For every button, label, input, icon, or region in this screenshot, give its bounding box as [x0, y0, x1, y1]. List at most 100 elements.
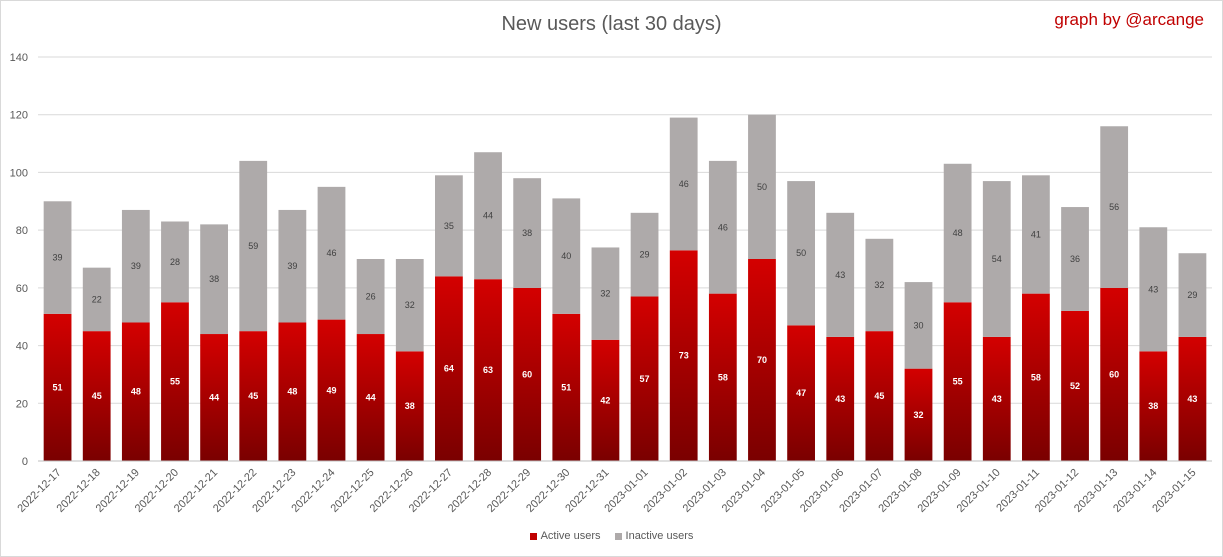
bar-active: [474, 279, 502, 461]
bar-inactive: [708, 160, 737, 294]
data-label-active: 43: [1187, 394, 1197, 404]
bar-inactive: [591, 247, 620, 340]
data-label-active: 58: [718, 372, 728, 382]
data-label-active: 45: [92, 391, 102, 401]
legend-item-inactive: Inactive users: [614, 530, 694, 542]
bar-inactive: [865, 238, 894, 332]
bar-inactive: [669, 117, 698, 251]
data-label-inactive: 28: [170, 257, 180, 267]
legend-swatch-inactive: [614, 532, 622, 540]
bar-active: [121, 322, 150, 461]
data-label-active: 45: [874, 391, 884, 401]
bar-inactive: [1139, 227, 1168, 352]
data-label-inactive: 56: [1109, 202, 1119, 212]
bar-inactive: [982, 181, 1011, 337]
bar-inactive: [200, 224, 228, 335]
bar-inactive: [121, 209, 150, 323]
bar-active: [708, 293, 737, 461]
data-label-active: 43: [835, 394, 845, 404]
bar-inactive: [278, 209, 307, 323]
y-tick-label: 120: [10, 110, 28, 122]
bar-active: [1178, 336, 1207, 461]
bar-active: [982, 336, 1011, 461]
data-label-inactive: 50: [796, 248, 806, 258]
data-label-active: 47: [796, 388, 806, 398]
bar-active: [1139, 351, 1168, 461]
legend-label-active: Active users: [540, 530, 601, 542]
bar-inactive: [1100, 126, 1129, 288]
bar-inactive: [630, 212, 659, 297]
data-label-inactive: 29: [640, 250, 650, 260]
data-label-active: 45: [248, 391, 258, 401]
data-label-inactive: 44: [483, 211, 493, 221]
bar-inactive: [161, 221, 189, 303]
data-label-inactive: 43: [1148, 284, 1158, 294]
data-label-inactive: 41: [1031, 229, 1041, 239]
bar-labels: 51 39 45 22 48 39 55 28 44 38 45 59 48 39 49 46 44 26 38 32…: [53, 179, 1198, 420]
bars: [43, 114, 1207, 461]
bar-inactive: [748, 114, 776, 259]
bar-active: [552, 313, 581, 461]
bar-active: [748, 259, 776, 461]
data-label-active: 48: [287, 387, 297, 397]
bar-inactive: [43, 201, 72, 314]
bar-inactive: [787, 181, 815, 326]
bar-inactive: [552, 198, 581, 314]
data-label-inactive: 38: [522, 228, 532, 238]
data-label-active: 49: [326, 385, 336, 395]
grid-lines: [38, 56, 1212, 404]
data-label-inactive: 26: [366, 292, 376, 302]
bar-active: [865, 331, 894, 461]
legend-swatch-active: [529, 532, 537, 540]
chart-title: New users (last 30 days): [501, 13, 722, 35]
bar-active: [317, 319, 346, 461]
data-label-active: 38: [1148, 401, 1158, 411]
bar-active: [239, 331, 268, 461]
data-label-active: 52: [1070, 381, 1080, 391]
bar-inactive: [826, 212, 855, 337]
bar-inactive: [435, 175, 463, 277]
data-label-active: 57: [640, 374, 650, 384]
bar-inactive: [513, 178, 542, 288]
bar-active: [82, 331, 111, 461]
data-label-inactive: 39: [53, 253, 63, 263]
bar-active: [395, 351, 424, 461]
bar-active: [1022, 293, 1050, 461]
bar-inactive: [1061, 207, 1089, 311]
legend-label-inactive: Inactive users: [625, 530, 694, 542]
data-label-inactive: 39: [287, 261, 297, 271]
bar-inactive: [395, 259, 424, 352]
data-label-active: 73: [679, 351, 689, 361]
bar-inactive: [82, 267, 111, 332]
data-label-inactive: 50: [757, 182, 767, 192]
bar-active: [43, 313, 72, 461]
data-label-active: 44: [366, 393, 376, 403]
data-label-inactive: 39: [131, 261, 141, 271]
data-label-active: 43: [992, 394, 1002, 404]
chart-credit: graph by @arcange: [1054, 10, 1204, 29]
data-label-inactive: 29: [1187, 290, 1197, 300]
data-label-active: 42: [600, 395, 610, 405]
data-label-inactive: 46: [718, 222, 728, 232]
legend: Active users Inactive users: [1, 530, 1222, 542]
bar-active: [161, 302, 189, 461]
data-label-inactive: 36: [1070, 254, 1080, 264]
bar-active: [513, 287, 542, 461]
y-tick-label: 140: [10, 52, 28, 64]
data-label-active: 60: [1109, 369, 1119, 379]
bar-inactive: [239, 160, 268, 332]
bar-active: [1100, 287, 1129, 461]
bar-inactive: [317, 186, 346, 320]
data-label-inactive: 32: [405, 300, 415, 310]
data-label-inactive: 54: [992, 254, 1002, 264]
y-tick-label: 20: [16, 398, 28, 410]
data-label-active: 60: [522, 369, 532, 379]
bar-inactive: [1178, 253, 1207, 337]
bar-active: [435, 276, 463, 461]
bar-active: [591, 339, 620, 461]
data-label-inactive: 30: [913, 320, 923, 330]
bar-inactive: [356, 259, 385, 335]
legend-item-active: Active users: [529, 530, 601, 542]
